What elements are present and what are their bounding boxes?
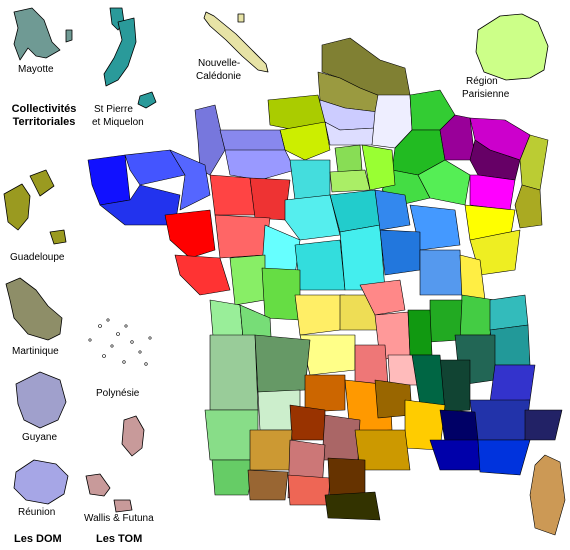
overseas-territories bbox=[3, 7, 549, 513]
department-haute-vienne[interactable] bbox=[294, 294, 346, 336]
mayotte-islet[interactable] bbox=[65, 29, 73, 43]
department-vaucluse[interactable] bbox=[439, 409, 479, 443]
label-guadeloupe: Guadeloupe bbox=[10, 252, 65, 263]
department-deux-sevres[interactable] bbox=[229, 254, 266, 306]
department-haut-rhin[interactable] bbox=[514, 184, 543, 229]
department-vienne[interactable] bbox=[261, 267, 301, 321]
department-haute-marne[interactable] bbox=[417, 159, 471, 206]
department-loir-et-cher[interactable] bbox=[284, 194, 341, 241]
department-lot[interactable] bbox=[304, 374, 346, 413]
label-st-pierre-line1: St Pierre bbox=[94, 104, 133, 115]
mayotte-island[interactable] bbox=[13, 7, 61, 61]
martinique-island[interactable] bbox=[5, 277, 63, 341]
department-bouches-du-rhone[interactable] bbox=[429, 439, 481, 471]
label-martinique: Martinique bbox=[12, 346, 59, 357]
guadeloupe-small-islet[interactable] bbox=[49, 229, 67, 245]
label-mayotte: Mayotte bbox=[18, 64, 54, 75]
wallis-islet[interactable] bbox=[121, 415, 145, 457]
department-finistere[interactable] bbox=[87, 154, 131, 206]
label-reunion: Réunion bbox=[18, 507, 56, 518]
miquelon-island[interactable] bbox=[137, 91, 157, 109]
department-allier[interactable] bbox=[359, 279, 406, 316]
nouvelle-caledonie-island[interactable] bbox=[203, 11, 269, 73]
polynesie-islands bbox=[88, 318, 152, 366]
department-var[interactable] bbox=[477, 439, 531, 476]
department-cher[interactable] bbox=[339, 224, 386, 291]
metropolitan-france bbox=[87, 37, 566, 536]
department-gironde[interactable] bbox=[209, 334, 259, 411]
department-pyrenees-atlantiques[interactable] bbox=[211, 459, 256, 496]
label-st-pierre-line2: et Miquelon bbox=[92, 117, 144, 128]
department-dordogne[interactable] bbox=[254, 334, 311, 393]
st-pierre-islet[interactable] bbox=[103, 17, 137, 87]
wallis-island[interactable] bbox=[85, 473, 111, 497]
label-collectivites-line1: Collectivités bbox=[11, 103, 77, 115]
department-vendee[interactable] bbox=[174, 254, 231, 296]
department-loire-atlantique[interactable] bbox=[164, 209, 216, 259]
label-les-tom: Les TOM bbox=[96, 533, 143, 545]
label-nouvelle-caledonie-line1: Nouvelle- bbox=[198, 58, 241, 69]
department-ariege[interactable] bbox=[287, 474, 331, 506]
department-seine-et-marne[interactable] bbox=[361, 144, 396, 191]
department-cotes-d-armor[interactable] bbox=[124, 149, 186, 186]
label-collectivites-line2: Territoriales bbox=[12, 116, 76, 128]
department-ille-et-vilaine[interactable] bbox=[169, 149, 211, 211]
department-meuse[interactable] bbox=[439, 114, 476, 161]
department-corse[interactable] bbox=[529, 454, 566, 536]
guadeloupe-island[interactable] bbox=[3, 183, 31, 231]
label-guyane: Guyane bbox=[22, 432, 58, 443]
guadeloupe-islet[interactable] bbox=[29, 169, 55, 197]
department-alpes-maritimes[interactable] bbox=[524, 409, 563, 441]
reunion-island[interactable] bbox=[13, 459, 69, 505]
department-hautes-alpes[interactable] bbox=[489, 364, 536, 403]
futuna-island[interactable] bbox=[113, 499, 133, 513]
department-herault[interactable] bbox=[354, 429, 411, 471]
department-haute-savoie[interactable] bbox=[489, 294, 529, 331]
department-eure-et-loir[interactable] bbox=[289, 159, 331, 201]
department-saone-et-loire[interactable] bbox=[419, 249, 463, 296]
nouvelle-caledonie-islet[interactable] bbox=[237, 13, 245, 23]
department-morbihan[interactable] bbox=[99, 184, 181, 226]
guyane-island[interactable] bbox=[15, 371, 67, 429]
department-yonne[interactable] bbox=[374, 189, 411, 231]
department-nievre[interactable] bbox=[379, 229, 421, 276]
label-region-parisienne-line2: Parisienne bbox=[462, 89, 510, 100]
department-alpes-de-haute-provence[interactable] bbox=[469, 399, 531, 441]
label-nouvelle-caledonie-line2: Calédonie bbox=[196, 71, 242, 82]
department-savoie[interactable] bbox=[489, 324, 531, 366]
department-paris[interactable] bbox=[334, 144, 363, 173]
label-wallis-futuna: Wallis & Futuna bbox=[84, 513, 154, 524]
department-sarthe[interactable] bbox=[249, 177, 291, 221]
department-orne[interactable] bbox=[224, 149, 296, 181]
department-vosges[interactable] bbox=[469, 174, 516, 211]
department-mayenne[interactable] bbox=[209, 174, 256, 216]
department-loire[interactable] bbox=[407, 309, 433, 356]
department-tarn-et-garonne[interactable] bbox=[289, 404, 326, 441]
label-les-dom: Les DOM bbox=[14, 533, 62, 545]
label-region-parisienne-line1: Région bbox=[466, 76, 498, 87]
label-polynesie: Polynésie bbox=[96, 388, 140, 399]
department-indre[interactable] bbox=[294, 239, 346, 291]
department-tarn[interactable] bbox=[321, 414, 361, 461]
department-hautes-pyrenees[interactable] bbox=[247, 469, 289, 501]
department-gers[interactable] bbox=[249, 429, 293, 471]
department-essonne[interactable] bbox=[329, 169, 371, 193]
department-maine-et-loire[interactable] bbox=[214, 214, 271, 259]
department-pyrenees-orientales[interactable] bbox=[324, 491, 381, 521]
region-parisienne-map[interactable] bbox=[475, 13, 549, 81]
